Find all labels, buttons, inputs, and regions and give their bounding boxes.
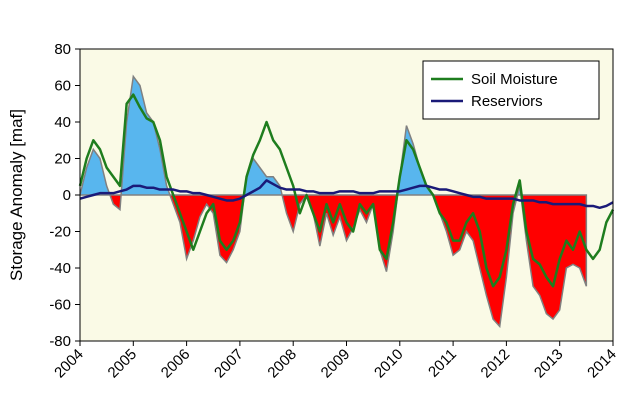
y-tick-label: -80 (49, 333, 71, 350)
legend-label: Soil Moisture (471, 71, 558, 88)
line (79, 179, 614, 210)
x-tick-label: 2013 (531, 346, 567, 382)
x-tick-label: 2009 (318, 346, 354, 382)
line (78, 93, 615, 288)
x-tick-label: 2011 (425, 346, 460, 381)
x-tick-label: 2005 (105, 346, 141, 382)
x-tick-label: 2008 (264, 346, 300, 382)
x-tick-label: 2012 (478, 346, 514, 382)
y-tick-label: -20 (49, 224, 71, 241)
y-tick-label: 0 (63, 187, 71, 204)
y-tick-label: -40 (49, 260, 71, 277)
legend-label: Reserviors (471, 93, 543, 110)
y-tick-label: 60 (54, 78, 71, 95)
y-tick-label: -60 (49, 297, 71, 314)
y-tick-label: 40 (54, 114, 71, 131)
x-tick-label: 2014 (584, 346, 620, 382)
y-axis-label: Storage Anomaly [maf] (7, 109, 26, 281)
legend-box (422, 60, 600, 120)
y-tick-label: 80 (54, 41, 71, 58)
x-tick-label: 2010 (371, 346, 407, 382)
x-tick-label: 2006 (158, 346, 194, 382)
x-tick-label: 2004 (51, 346, 87, 382)
area (80, 74, 588, 195)
y-tick-label: 20 (54, 151, 71, 168)
area (80, 195, 588, 329)
x-tick-label: 2007 (211, 346, 247, 382)
